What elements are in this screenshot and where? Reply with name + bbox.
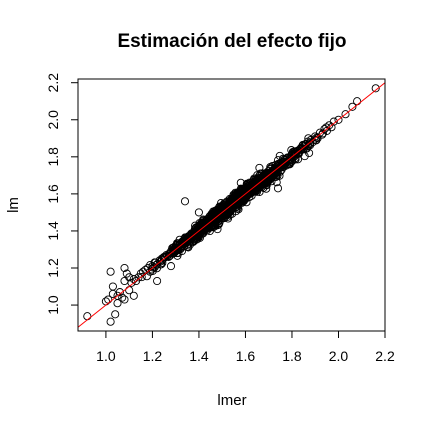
x-tick-label: 2.0 xyxy=(329,348,349,364)
data-point xyxy=(173,245,182,254)
data-point xyxy=(153,276,162,286)
data-point xyxy=(310,135,319,144)
data-point xyxy=(194,208,203,217)
data-point xyxy=(257,182,267,191)
data-point xyxy=(259,173,268,182)
data-point xyxy=(175,235,184,244)
data-point xyxy=(166,262,176,271)
data-point xyxy=(106,317,115,326)
data-point xyxy=(165,252,174,261)
data-point xyxy=(184,243,193,252)
y-tick-label: 1.4 xyxy=(45,221,61,241)
data-point xyxy=(277,165,286,174)
data-point xyxy=(261,176,270,185)
data-point xyxy=(193,232,202,241)
data-point xyxy=(241,188,250,197)
data-point xyxy=(199,215,208,224)
data-point xyxy=(204,214,213,223)
data-point xyxy=(196,225,205,234)
y-axis: 1.0 1.2 1.4 1.6 1.8 2.0 2.2 xyxy=(45,73,78,315)
y-tick-label: 2.0 xyxy=(45,110,61,130)
data-point xyxy=(255,163,264,172)
data-point xyxy=(274,164,283,173)
data-point xyxy=(272,171,281,180)
data-point xyxy=(269,168,278,177)
data-point xyxy=(239,190,248,199)
data-point xyxy=(204,223,214,232)
data-point xyxy=(214,210,223,219)
x-tick-label: 2.2 xyxy=(375,348,395,364)
data-point xyxy=(115,288,124,297)
data-point xyxy=(180,197,190,206)
data-point xyxy=(329,117,338,126)
data-point xyxy=(194,233,203,242)
data-point xyxy=(322,123,331,132)
data-point xyxy=(118,293,127,302)
y-tick-label: 2.2 xyxy=(45,73,61,93)
data-point xyxy=(230,200,239,209)
data-point xyxy=(111,310,120,319)
data-point xyxy=(228,201,238,210)
data-point xyxy=(348,102,357,111)
x-axis-label: lmer xyxy=(217,392,246,409)
data-point xyxy=(233,189,242,198)
x-tick-label: 1.8 xyxy=(282,348,302,364)
data-point xyxy=(242,179,251,188)
data-point xyxy=(220,199,229,208)
chart-title: Estimación del efecto fijo xyxy=(117,31,346,52)
data-point xyxy=(129,291,138,300)
data-point xyxy=(125,273,134,282)
y-tick-label: 1.8 xyxy=(45,147,61,167)
y-tick-label: 1.6 xyxy=(45,184,61,204)
x-tick-label: 1.2 xyxy=(143,348,163,364)
data-point xyxy=(318,129,327,138)
reference-line xyxy=(78,82,385,328)
data-point xyxy=(208,215,217,224)
x-tick-label: 1.6 xyxy=(236,348,256,364)
y-tick-label: 1.0 xyxy=(45,295,61,315)
data-point xyxy=(327,123,336,132)
data-point xyxy=(300,140,309,149)
data-point xyxy=(237,194,246,203)
data-point xyxy=(305,139,314,148)
x-axis: 1.0 1.2 1.4 1.6 1.8 2.0 2.2 xyxy=(96,331,395,364)
x-tick-label: 1.4 xyxy=(189,348,209,364)
data-point xyxy=(147,265,156,274)
data-point xyxy=(108,282,117,291)
data-point xyxy=(169,247,178,256)
data-point xyxy=(120,263,129,273)
data-point xyxy=(290,149,299,158)
data-point xyxy=(341,110,350,119)
data-point xyxy=(190,231,199,240)
data-point xyxy=(297,144,306,153)
data-point xyxy=(229,192,238,201)
data-point xyxy=(240,184,249,193)
data-point xyxy=(120,295,129,304)
data-point xyxy=(371,84,380,93)
data-point xyxy=(106,267,115,276)
data-point xyxy=(251,177,260,186)
y-tick-label: 1.2 xyxy=(45,258,61,278)
data-point xyxy=(334,115,343,124)
data-point xyxy=(177,246,187,256)
data-point xyxy=(137,273,146,282)
x-tick-label: 1.0 xyxy=(96,348,116,364)
data-points xyxy=(83,84,380,326)
data-point xyxy=(273,184,283,193)
data-point xyxy=(113,299,122,308)
y-axis-label: lm xyxy=(5,197,22,213)
data-point xyxy=(256,176,266,185)
plot-frame xyxy=(77,78,386,332)
